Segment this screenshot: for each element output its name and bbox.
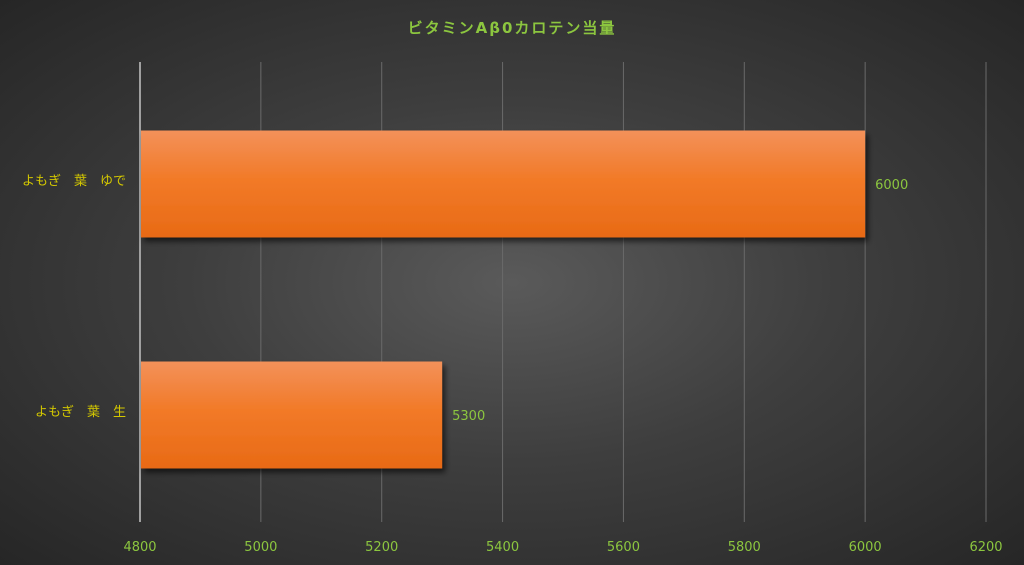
data-label: 5300 <box>452 409 485 424</box>
category-label: よもぎ 葉 生 <box>35 405 126 420</box>
x-tick-label: 5600 <box>607 540 640 555</box>
data-label: 6000 <box>875 178 908 193</box>
bar <box>141 361 443 469</box>
bar <box>141 130 866 238</box>
x-tick-label: 4800 <box>123 540 156 555</box>
category-label: よもぎ 葉 ゆで <box>22 174 126 189</box>
x-tick-label: 6200 <box>969 540 1002 555</box>
chart-title: ビタミンAβ0カロテン当量 <box>408 19 617 37</box>
x-tick-label: 5800 <box>728 540 761 555</box>
x-tick-label: 5400 <box>486 540 519 555</box>
x-tick-label: 6000 <box>849 540 882 555</box>
x-tick-label: 5000 <box>244 540 277 555</box>
x-tick-label: 5200 <box>365 540 398 555</box>
